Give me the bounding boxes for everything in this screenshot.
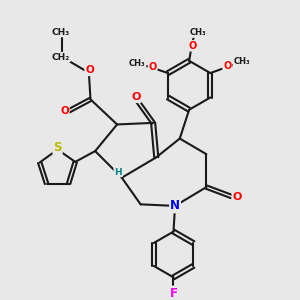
Text: CH₃: CH₃	[129, 58, 146, 68]
Text: N: N	[170, 200, 180, 212]
Text: CH₃: CH₃	[233, 57, 250, 66]
Text: H: H	[114, 168, 122, 177]
Text: O: O	[85, 65, 94, 75]
Text: O: O	[60, 106, 69, 116]
Text: CH₃: CH₃	[190, 28, 206, 37]
Text: O: O	[189, 41, 197, 51]
Text: CH₃: CH₃	[52, 28, 70, 37]
Text: F: F	[169, 286, 178, 299]
Text: O: O	[131, 92, 141, 102]
Text: S: S	[53, 140, 62, 154]
Text: O: O	[148, 62, 157, 72]
Text: O: O	[223, 61, 231, 71]
Text: CH₂: CH₂	[52, 52, 70, 62]
Text: O: O	[232, 191, 242, 202]
